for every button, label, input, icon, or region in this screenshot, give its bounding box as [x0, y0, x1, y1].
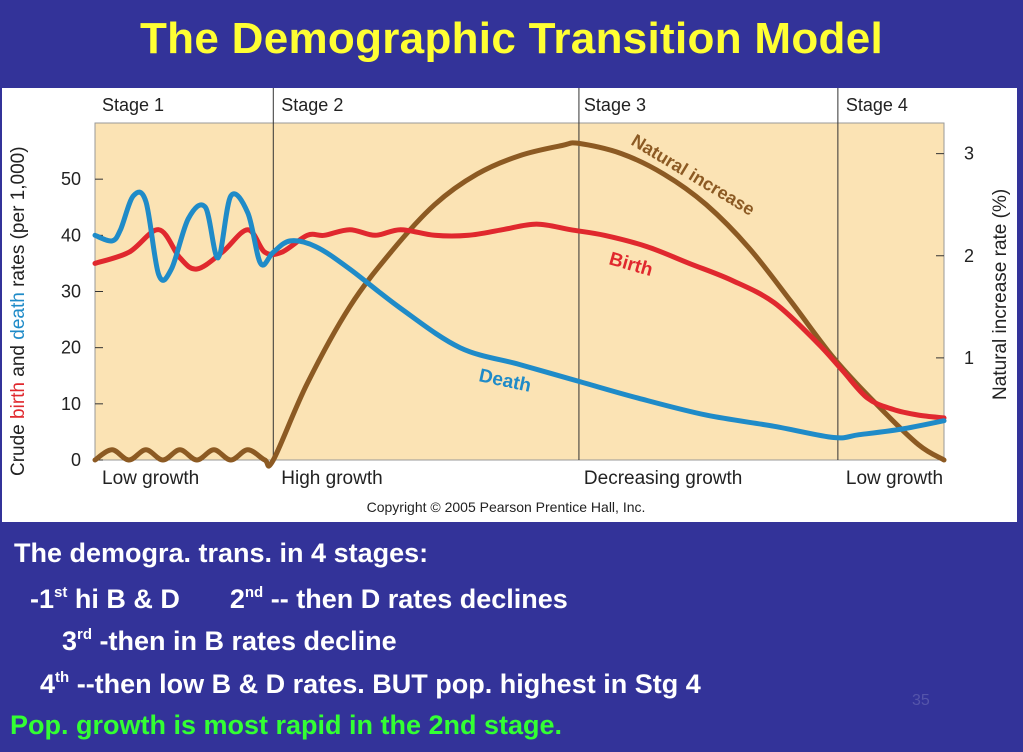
slide-title: The Demographic Transition Model — [139, 14, 883, 63]
series-lines — [92, 140, 947, 469]
note-text: The demogra. trans. in 4 stages: — [14, 538, 429, 568]
chart-panel: 0 10 20 30 40 50 1 2 3 Stage 1 Stage 2 Stage 3 Stage… — [2, 88, 1017, 522]
note-text: 4 — [40, 669, 56, 699]
slide-number: 35 — [912, 692, 930, 709]
stage-label: Stage 2 — [281, 95, 343, 115]
note-text: Pop. growth is most rapid in the 2nd sta… — [10, 710, 563, 740]
note-line-1: The demogra. trans. in 4 stages: — [14, 540, 428, 567]
note-text: 2 — [229, 584, 245, 614]
axis-title-death: death — [8, 292, 29, 340]
axis-title-part: Crude — [8, 419, 29, 476]
note-text: hi B & D — [67, 584, 180, 614]
note-text: -then in B rates decline — [92, 626, 397, 656]
plot-area-background — [94, 122, 945, 461]
right-tick-label: 1 — [964, 348, 974, 368]
demographic-transition-chart: 0 10 20 30 40 50 1 2 3 Stage 1 Stage 2 Stage 3 Stage… — [8, 88, 1011, 515]
note-line-2: -1st hi B & D 2nd -- then D rates decline… — [30, 584, 568, 614]
stage-boundary-lines — [272, 88, 839, 460]
left-tick-label: 40 — [61, 225, 81, 245]
growth-label: High growth — [281, 468, 382, 489]
note-text: 3 — [62, 626, 78, 656]
copyright-text: Copyright © 2005 Pearson Prentice Hall, … — [367, 499, 646, 515]
stage-label: Stage 3 — [584, 95, 646, 115]
stage-label: Stage 4 — [846, 95, 908, 115]
right-tick-label: 3 — [964, 144, 974, 164]
left-tick-label: 30 — [61, 282, 81, 302]
note-text: --then low B & D rates. BUT pop. highest… — [69, 669, 701, 699]
note-superscript: rd — [77, 626, 93, 643]
note-text: -1 — [30, 584, 55, 614]
left-tick-label: 20 — [61, 338, 81, 358]
note-superscript: th — [55, 669, 70, 686]
stage-label: Stage 1 — [102, 95, 164, 115]
left-tick-label: 10 — [61, 394, 81, 414]
axis-title-birth: birth — [8, 382, 29, 419]
axis-title-part: rates (per 1,000) — [8, 146, 29, 292]
note-superscript: st — [54, 584, 68, 601]
left-tick-label: 0 — [71, 450, 81, 470]
right-tick-label: 2 — [964, 246, 974, 266]
natural-increase-line — [92, 140, 947, 469]
growth-label: Low growth — [846, 468, 943, 489]
note-line-5-highlight: Pop. growth is most rapid in the 2nd sta… — [10, 712, 562, 739]
left-tick-label: 50 — [61, 169, 81, 189]
axis-title-part: and — [8, 340, 29, 382]
left-axis-title: Crude birth and death rates (per 1,000) — [8, 146, 29, 476]
growth-label: Decreasing growth — [584, 468, 742, 489]
plot-area — [94, 122, 945, 461]
note-line-4: 4th --then low B & D rates. BUT pop. hig… — [40, 669, 701, 699]
right-axis-title: Natural increase rate (%) — [990, 189, 1011, 400]
note-line-3: 3rd -then in B rates decline — [62, 626, 397, 656]
growth-label: Low growth — [102, 468, 199, 489]
note-text: -- then D rates declines — [263, 584, 568, 614]
death-line — [92, 189, 947, 441]
note-superscript: nd — [244, 584, 264, 601]
